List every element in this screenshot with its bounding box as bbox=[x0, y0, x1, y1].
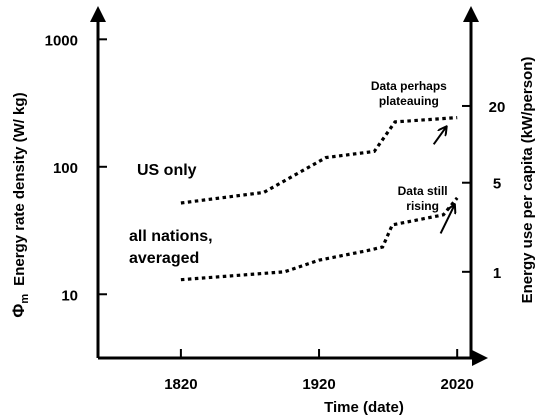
y-left-tick-label: 100 bbox=[53, 160, 78, 177]
series-label-line: all nations, bbox=[129, 228, 213, 245]
annotation-text: Data still rising bbox=[398, 184, 448, 213]
y-ticks-left: 10 100 1000 bbox=[45, 32, 107, 304]
y-right-tick-label: 1 bbox=[493, 265, 501, 282]
left-y-axis-subscript: m bbox=[19, 294, 31, 304]
x-axis-title: Time (date) bbox=[324, 399, 404, 416]
series-label-us-only: US only bbox=[137, 162, 197, 179]
annotation-text: Data perhaps plateauing bbox=[371, 79, 447, 108]
annotation-rising: Data still rising bbox=[398, 184, 455, 234]
svg-text:all nations,averaged: all nations, averaged bbox=[129, 228, 213, 267]
left-y-axis-arrow bbox=[90, 6, 106, 22]
axes bbox=[90, 6, 488, 366]
annotation-arrow bbox=[439, 205, 455, 234]
x-ticks: 1820 1920 2020 bbox=[164, 349, 474, 393]
series-label-line: averaged bbox=[129, 250, 199, 267]
annotation-arrow bbox=[432, 127, 446, 145]
right-y-axis-arrow bbox=[463, 6, 479, 22]
annotation-plateauing: Data perhaps plateauing bbox=[371, 79, 447, 145]
left-y-axis-title: Φm Energy rate density (W/ kg) bbox=[9, 92, 31, 317]
y-left-tick-label: 1000 bbox=[45, 32, 78, 49]
series-lines bbox=[180, 116, 459, 282]
x-axis-arrow bbox=[472, 350, 488, 366]
right-y-axis-title: Energy use per capita (kW/person) bbox=[519, 57, 536, 304]
svg-text:ΦmEnergy rate density (W/ kg): Φm Energy rate density (W/ kg) bbox=[9, 92, 31, 317]
series-label-all-nations: all nations, averaged bbox=[129, 228, 213, 267]
y-left-tick-label: 10 bbox=[61, 287, 78, 304]
y-right-tick-label: 20 bbox=[489, 99, 506, 116]
series-line-all-nations bbox=[180, 196, 459, 282]
x-tick-label: 1920 bbox=[302, 376, 335, 393]
x-tick-label: 2020 bbox=[440, 376, 473, 393]
left-y-axis-text: Energy rate density (W/ kg) bbox=[11, 92, 28, 285]
left-y-axis-symbol: Φ bbox=[9, 304, 28, 318]
annotations: Data perhaps plateauing Data still rising bbox=[371, 79, 455, 234]
x-tick-label: 1820 bbox=[164, 376, 197, 393]
y-right-tick-label: 5 bbox=[493, 176, 501, 193]
